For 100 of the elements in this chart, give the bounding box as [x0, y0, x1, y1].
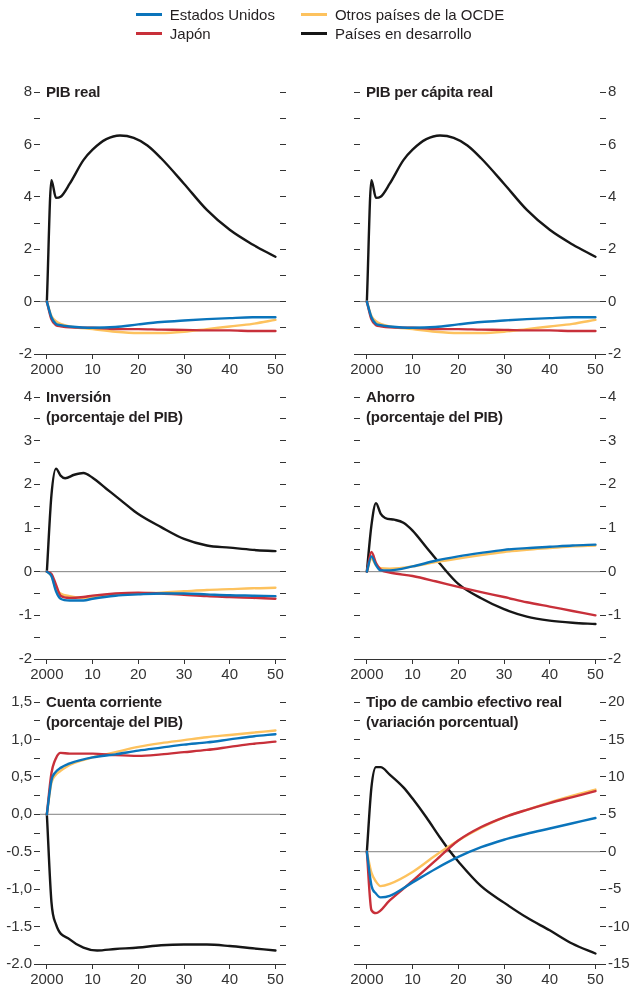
x-tick-label: 20: [129, 970, 147, 988]
text: (variación porcentual): [366, 712, 520, 732]
y-tick-label: 4: [23, 387, 32, 405]
x-tick-label: 2000: [350, 970, 384, 988]
x-tick-label: 20: [129, 665, 147, 683]
x-tick-label: 10: [404, 970, 421, 988]
y-tick-label: 4: [23, 186, 32, 204]
y2-tick-label: 0: [608, 561, 617, 579]
x-tick-label: 30: [495, 665, 513, 683]
y2-tick-label: 15: [608, 729, 625, 747]
line-series: [365, 501, 597, 626]
y2-tick-label: 1: [608, 518, 617, 536]
y2-tick-label: 0: [608, 291, 617, 309]
y-tick-label: -1.5: [6, 916, 32, 934]
line-series: [365, 789, 597, 915]
x-tick-label: 50: [587, 360, 604, 378]
x-tick-label: 20: [449, 970, 467, 988]
y-tick-label: 0,0: [11, 804, 32, 822]
y2-tick-label: -2: [608, 649, 622, 667]
y2-tick-label: 6: [608, 134, 617, 152]
text: (porcentaje del PIB): [46, 712, 183, 732]
x-tick-label: 10: [404, 360, 421, 378]
x-tick-label: 2000: [30, 360, 64, 378]
x-tick-label: 40: [221, 970, 239, 988]
x-tick-label: 30: [175, 665, 193, 683]
x-tick-label: 40: [541, 360, 559, 378]
y2-tick-label: -5: [608, 879, 622, 897]
x-tick-label: 2000: [350, 665, 384, 683]
line-series: [365, 765, 597, 955]
x-tick-label: 10: [84, 665, 101, 683]
chart-title: Cuenta corriente: [46, 692, 163, 712]
y-tick-label: -1,0: [6, 879, 32, 897]
y2-tick-label: 10: [608, 767, 625, 784]
legend-label: Países en desarrollo: [334, 25, 472, 42]
line-series: [45, 813, 277, 952]
legend-label: Japón: [169, 25, 211, 42]
y-tick-label: 8: [23, 82, 32, 100]
y-tick-label: 2: [23, 239, 32, 257]
y-tick-label: -2: [18, 344, 32, 362]
y-tick-label: 0: [23, 561, 32, 579]
x-tick-label: 20: [449, 665, 467, 683]
x-tick-label: 40: [221, 665, 239, 683]
y2-tick-label: -1: [608, 605, 622, 623]
x-tick-label: 2000: [30, 970, 64, 988]
x-tick-label: 10: [404, 665, 421, 683]
y2-tick-label: -10: [608, 916, 630, 934]
legend-label: Estados Unidos: [169, 6, 275, 23]
x-tick-label: 50: [267, 665, 284, 683]
x-tick-label: 50: [267, 360, 284, 378]
x-tick-label: 10: [84, 360, 101, 378]
legend-label: Otros países de la OCDE: [334, 6, 505, 23]
chart-title: Ahorro: [366, 387, 416, 407]
chart-title: Inversión: [46, 387, 112, 407]
y-tick-label: 0: [23, 291, 32, 309]
x-tick-label: 50: [267, 970, 284, 988]
x-tick-label: 30: [175, 360, 193, 378]
chart-title: PIB real: [46, 82, 101, 102]
y2-tick-label: 8: [608, 82, 617, 100]
x-tick-label: 2000: [350, 360, 384, 378]
y2-tick-label: -15: [608, 954, 630, 972]
text: (porcentaje del PIB): [46, 407, 183, 427]
x-tick-label: 20: [449, 360, 467, 378]
x-tick-label: 40: [541, 970, 559, 988]
y-tick-label: 1,5: [11, 692, 32, 710]
y2-tick-label: 5: [608, 804, 617, 822]
x-tick-label: 30: [495, 360, 513, 378]
y-tick-label: -2.0: [6, 954, 32, 972]
y-tick-label: -0.5: [6, 841, 32, 859]
y-tick-label: -1: [18, 605, 32, 623]
y-tick-label: 0,5: [11, 767, 32, 784]
chart-title: PIB per cápita real: [366, 82, 494, 102]
y2-tick-label: 4: [608, 186, 617, 204]
y2-tick-label: 0: [608, 841, 617, 859]
x-tick-label: 40: [221, 360, 239, 378]
x-tick-label: 10: [84, 970, 101, 988]
y2-tick-label: 20: [608, 692, 625, 710]
y-tick-label: 3: [23, 430, 32, 448]
x-tick-label: 20: [129, 360, 147, 378]
x-tick-label: 2000: [30, 665, 64, 683]
text: (porcentaje del PIB): [366, 407, 503, 427]
y-tick-label: 2: [23, 474, 32, 492]
y2-tick-label: 2: [608, 239, 617, 257]
line-series: [365, 134, 597, 303]
x-tick-label: 40: [541, 665, 559, 683]
y2-tick-label: 2: [608, 474, 617, 492]
line-series: [45, 467, 277, 573]
y2-tick-label: 4: [608, 387, 617, 405]
y-tick-label: 1: [23, 518, 32, 536]
x-tick-label: 50: [587, 970, 604, 988]
y2-tick-label: 3: [608, 430, 617, 448]
line-series: [365, 550, 597, 617]
y2-tick-label: -2: [608, 344, 622, 362]
chart-title: Tipo de cambio efectivo real: [366, 692, 562, 712]
line-series: [45, 134, 277, 303]
y-tick-label: -2: [18, 649, 32, 667]
y-tick-label: 6: [23, 134, 32, 152]
y-tick-label: 1,0: [11, 729, 32, 747]
x-tick-label: 30: [495, 970, 513, 988]
line-series: [365, 816, 597, 899]
x-tick-label: 50: [587, 665, 604, 683]
